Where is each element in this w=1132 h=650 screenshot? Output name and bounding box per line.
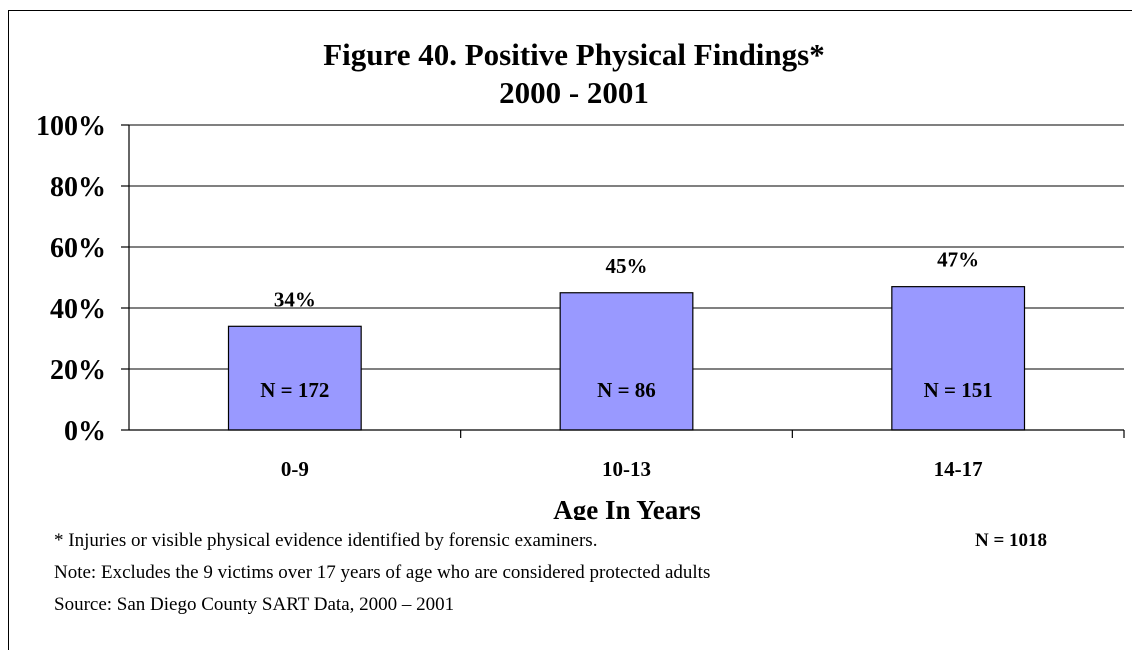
- data-label: 34%: [274, 287, 316, 311]
- y-tick-label: 20%: [50, 355, 106, 386]
- bar-chart: Figure 40. Positive Physical Findings* 2…: [36, 37, 1125, 520]
- n-label: N = 86: [597, 378, 656, 402]
- data-label: 45%: [606, 254, 648, 278]
- y-tick-label: 60%: [50, 233, 106, 264]
- y-tick-label: 0%: [64, 416, 106, 447]
- chart-frame: [8, 10, 1132, 650]
- chart-title-line-2: 2000 - 2001: [499, 75, 649, 110]
- total-n-label: N = 1018: [975, 530, 1048, 551]
- y-tick-label: 80%: [50, 172, 106, 203]
- y-tick-label: 40%: [50, 294, 106, 325]
- axes: 0% 20% 40% 60% 80% 100%: [36, 111, 1125, 447]
- asterisk-footnote: * Injuries or visible physical evidence …: [54, 530, 598, 551]
- chart-title-line-1: Figure 40. Positive Physical Findings*: [323, 37, 824, 72]
- bar: [227, 325, 362, 431]
- n-label: N = 172: [260, 378, 329, 402]
- exclusion-note: Note: Excludes the 9 victims over 17 yea…: [54, 562, 711, 583]
- x-tick-label: 0-9: [281, 457, 309, 481]
- x-tick-label: 14-17: [934, 457, 983, 481]
- x-axis-title: Age In Years: [553, 495, 701, 520]
- labels: 34% N = 172 0-9 45% N = 86 10-13 47% N = 151 14-…: [260, 248, 992, 481]
- bar: [559, 292, 694, 431]
- n-label: N = 151: [924, 378, 993, 402]
- source-note: Source: San Diego County SART Data, 2000…: [54, 594, 455, 615]
- y-tick-label: 100%: [36, 111, 106, 142]
- bar: [891, 286, 1026, 431]
- data-label: 47%: [937, 248, 979, 272]
- bars: [227, 286, 1026, 431]
- x-tick-label: 10-13: [602, 457, 651, 481]
